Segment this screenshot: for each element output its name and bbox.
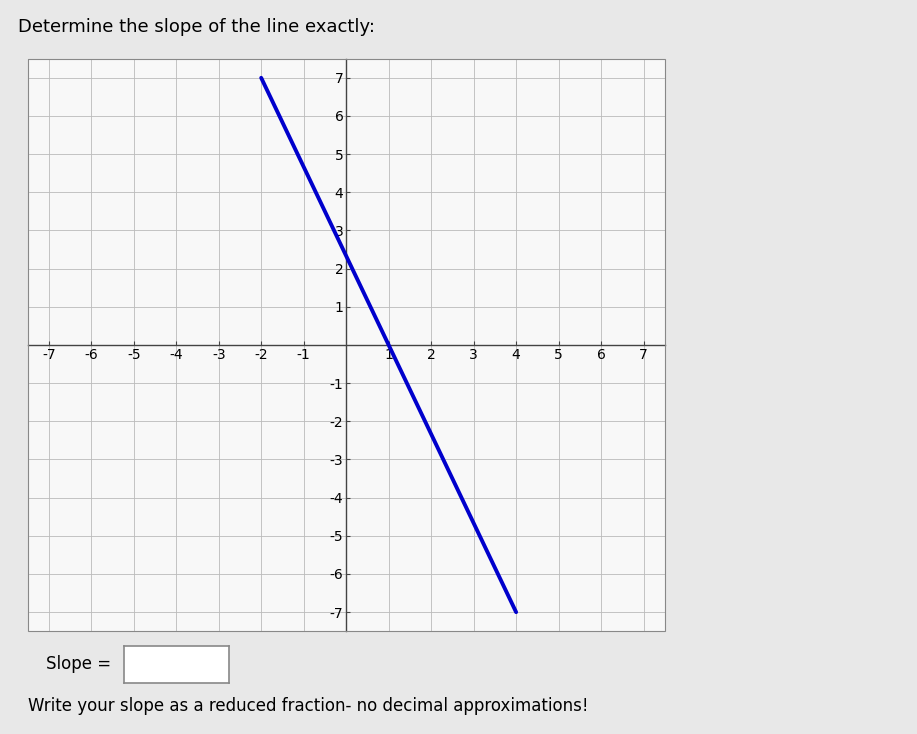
- Text: Write your slope as a reduced fraction- no decimal approximations!: Write your slope as a reduced fraction- …: [28, 697, 588, 715]
- Text: Determine the slope of the line exactly:: Determine the slope of the line exactly:: [18, 18, 375, 37]
- Text: Slope =: Slope =: [46, 655, 111, 673]
